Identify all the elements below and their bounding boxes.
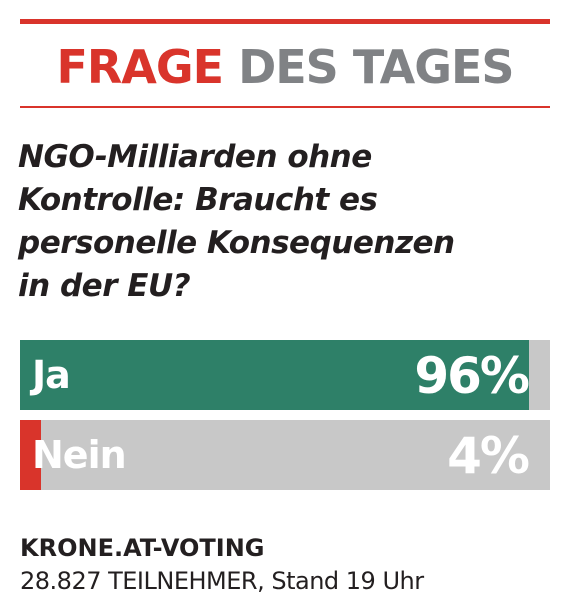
header-divider — [20, 106, 550, 108]
bar-label-nein: Nein — [32, 433, 127, 477]
result-bar-nein: Nein 4% — [20, 420, 550, 490]
bar-fill-ja — [20, 340, 529, 410]
bar-label-ja: Ja — [32, 353, 71, 397]
result-bar-ja: Ja 96% — [20, 340, 550, 410]
top-rule — [20, 19, 550, 24]
bar-fill-nein — [20, 420, 42, 490]
title-word-frage: FRAGE — [56, 40, 224, 94]
page-title: FRAGE DES TAGES — [20, 40, 550, 94]
bar-value-nein: 4% — [447, 427, 530, 485]
source-label: KRONE.AT-VOTING — [20, 534, 265, 562]
poll-question: NGO-Milliarden ohne Kontrolle: Braucht e… — [18, 136, 548, 308]
participant-count: 28.827 TEILNEHMER, Stand 19 Uhr — [20, 567, 424, 595]
title-word-des-tages: DES TAGES — [238, 40, 514, 94]
question-line: Kontrolle: Braucht es — [18, 182, 378, 218]
question-line: in der EU? — [18, 268, 191, 304]
question-line: NGO-Milliarden ohne — [18, 139, 372, 175]
bar-value-ja: 96% — [414, 347, 530, 405]
question-line: personelle Konsequenzen — [18, 225, 455, 261]
